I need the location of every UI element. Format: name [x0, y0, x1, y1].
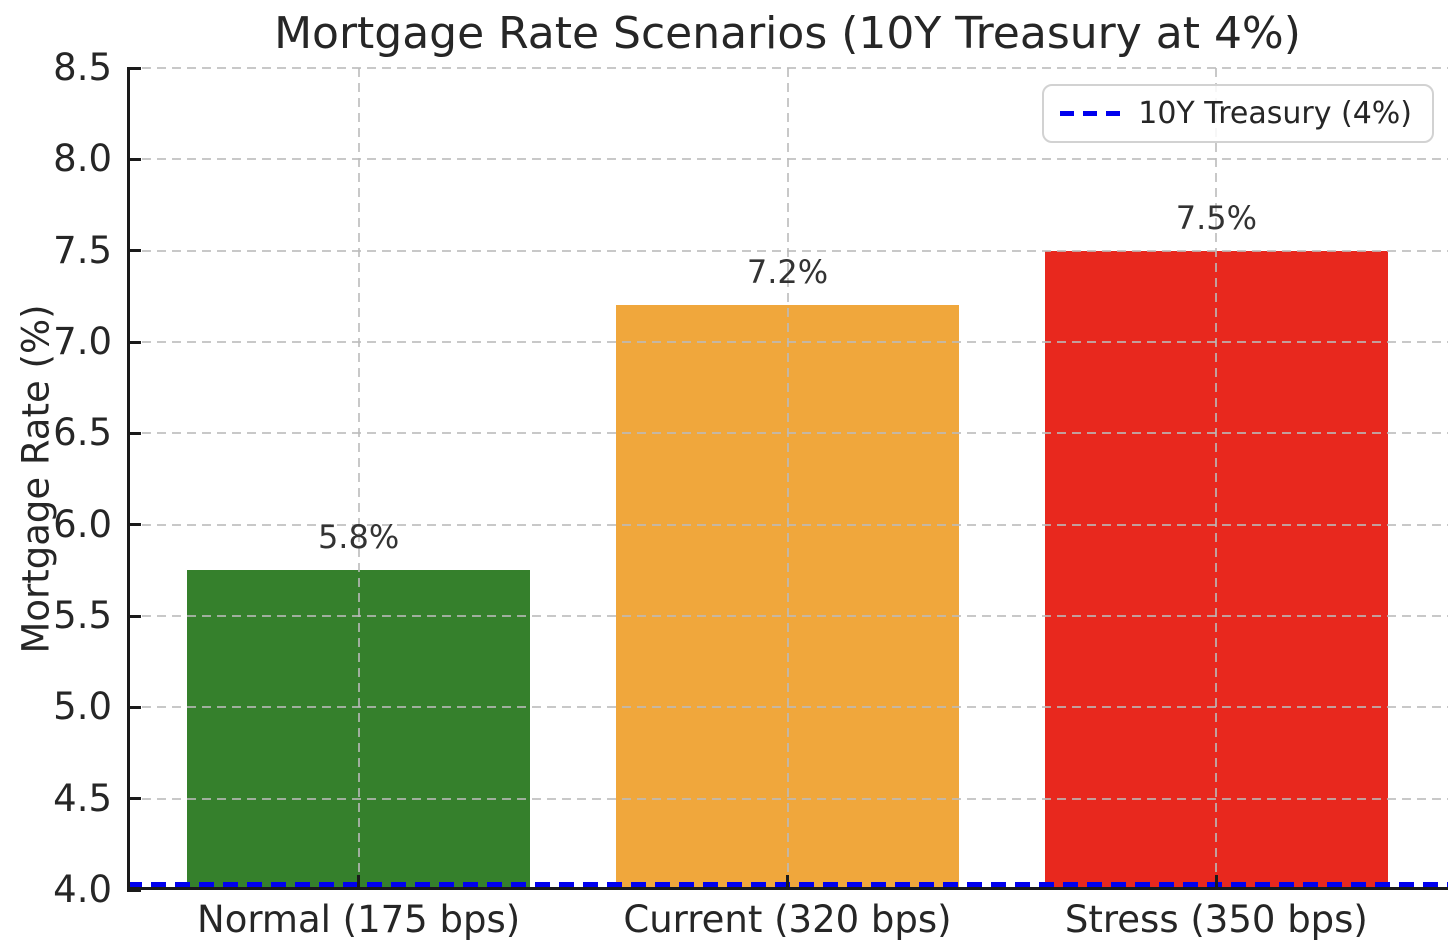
y-tick-label: 7.0	[53, 320, 112, 363]
y-tick-label: 8.0	[53, 137, 112, 181]
y-tick-label: 5.0	[53, 685, 112, 729]
y-tick-label: 7.5	[53, 228, 112, 272]
legend-entry-label: 10Y Treasury (4%)	[1138, 96, 1412, 131]
v-gridline	[786, 68, 789, 890]
left-axis-spine	[127, 68, 130, 890]
x-tick-mark	[357, 875, 361, 890]
y-tick-mark	[127, 157, 141, 161]
dashed-line-swatch	[1060, 111, 1123, 116]
legend: 10Y Treasury (4%)	[1042, 84, 1434, 143]
v-gridline	[1215, 68, 1218, 890]
y-tick-mark	[127, 431, 141, 435]
y-tick-mark	[127, 340, 141, 344]
y-tick-mark	[127, 523, 141, 527]
x-tick-label: Stress (350 bps)	[1064, 898, 1368, 941]
bar-value-label: 5.8%	[317, 518, 400, 557]
x-tick-label: Normal (175 bps)	[197, 898, 521, 941]
y-tick-mark	[127, 66, 141, 70]
y-tick-mark	[127, 249, 141, 253]
v-gridline	[357, 68, 360, 890]
y-tick-label: 6.0	[53, 502, 112, 546]
y-tick-label: 4.0	[53, 868, 112, 911]
y-tick-label: 8.5	[53, 46, 112, 89]
y-tick-mark	[127, 797, 141, 801]
y-tick-label: 5.5	[53, 594, 112, 637]
chart-title: Mortgage Rate Scenarios (10Y Treasury at…	[274, 8, 1301, 59]
x-tick-label: Current (320 bps)	[623, 898, 952, 941]
y-axis-tick-labels: 4.0 4.5 5.0 5.5 6.0 6.5 7.0 7.5 8.0 8.5	[0, 46, 112, 911]
bar-value-label: 7.5%	[1175, 198, 1258, 237]
bar-value-label: 7.2%	[746, 253, 829, 292]
x-axis-tick-labels: Normal (175 bps) Current (320 bps) Stress …	[127, 896, 1448, 946]
y-tick-mark	[127, 888, 141, 892]
x-tick-mark	[1214, 875, 1218, 890]
y-tick-label: 4.5	[53, 776, 112, 820]
plot-area: 5.8% 7.2% 7.5% 10Y Treasury (4%)	[127, 66, 1448, 892]
y-tick-mark	[127, 705, 141, 709]
y-tick-mark	[127, 614, 141, 618]
x-tick-mark	[786, 875, 789, 890]
y-tick-label: 6.5	[53, 411, 112, 455]
